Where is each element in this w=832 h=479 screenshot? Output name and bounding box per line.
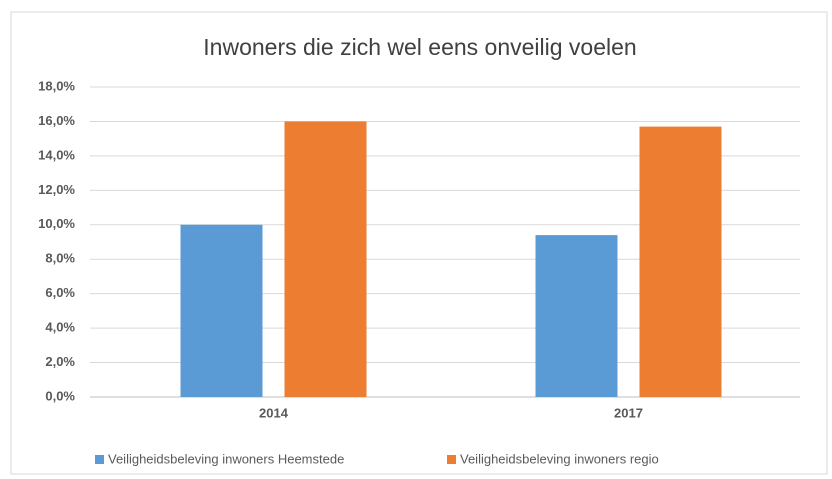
x-tick-label: 2014 (259, 405, 289, 420)
bar (535, 235, 618, 397)
y-tick-label: 2,0% (45, 354, 75, 369)
legend-label: Veiligheidsbeleving inwoners regio (460, 451, 659, 466)
legend-swatch (447, 455, 456, 464)
y-tick-label: 6,0% (45, 285, 75, 300)
legend-swatch (95, 455, 104, 464)
bar (180, 224, 263, 397)
x-tick-label: 2017 (614, 405, 643, 420)
bar (639, 126, 722, 397)
legend-label: Veiligheidsbeleving inwoners Heemstede (108, 451, 344, 466)
y-tick-label: 18,0% (38, 78, 75, 93)
y-tick-label: 0,0% (45, 388, 75, 403)
y-tick-label: 12,0% (38, 182, 75, 197)
chart-title: Inwoners die zich wel eens onveilig voel… (203, 34, 636, 60)
y-tick-label: 8,0% (45, 251, 75, 266)
y-tick-label: 14,0% (38, 147, 75, 162)
y-tick-label: 4,0% (45, 320, 75, 335)
y-tick-label: 10,0% (38, 216, 75, 231)
y-tick-label: 16,0% (38, 113, 75, 128)
bar (284, 121, 367, 397)
